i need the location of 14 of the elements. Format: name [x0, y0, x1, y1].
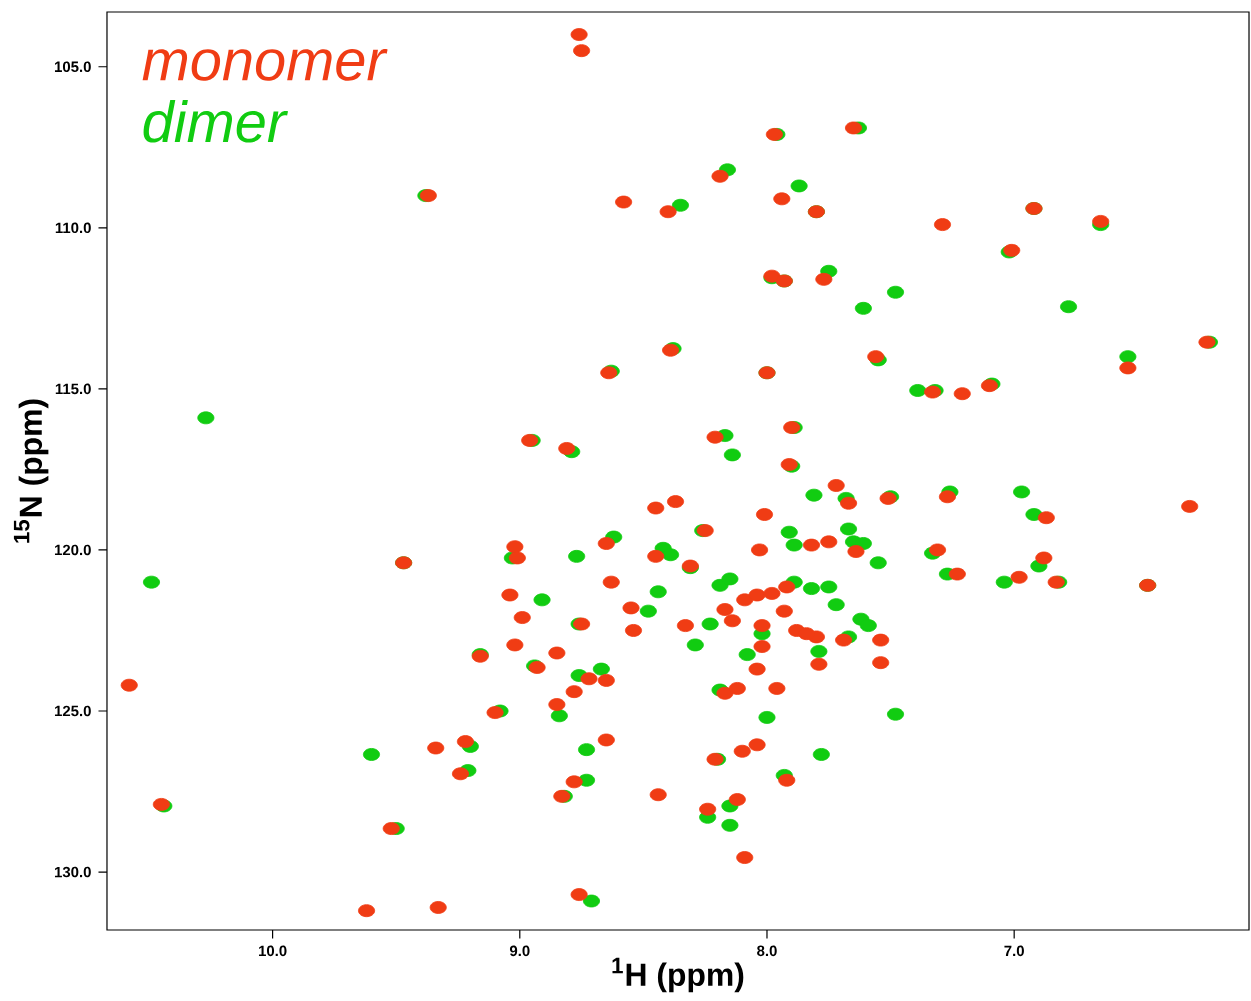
x-tick-label: 10.0: [259, 945, 287, 957]
y-tick-label: 105.0: [54, 61, 91, 73]
x-tick-label: 9.0: [509, 945, 530, 957]
y-tick-label: 130.0: [54, 866, 91, 878]
y-tick-label: 110.0: [55, 222, 91, 234]
y-tick-label: 115.0: [55, 383, 91, 395]
y-tick-label: 125.0: [54, 705, 91, 717]
y-axis-title: $^{15}$N (ppm): [13, 399, 49, 543]
x-tick-label: 7.0: [1004, 945, 1024, 957]
x-tick-label: 8.0: [757, 945, 777, 957]
y-tick-label: 120.0: [54, 544, 91, 556]
text: monomer: [142, 49, 388, 81]
text: dimer: [143, 100, 289, 143]
x-axis-title: $^{1}$H (ppm): [612, 957, 744, 993]
